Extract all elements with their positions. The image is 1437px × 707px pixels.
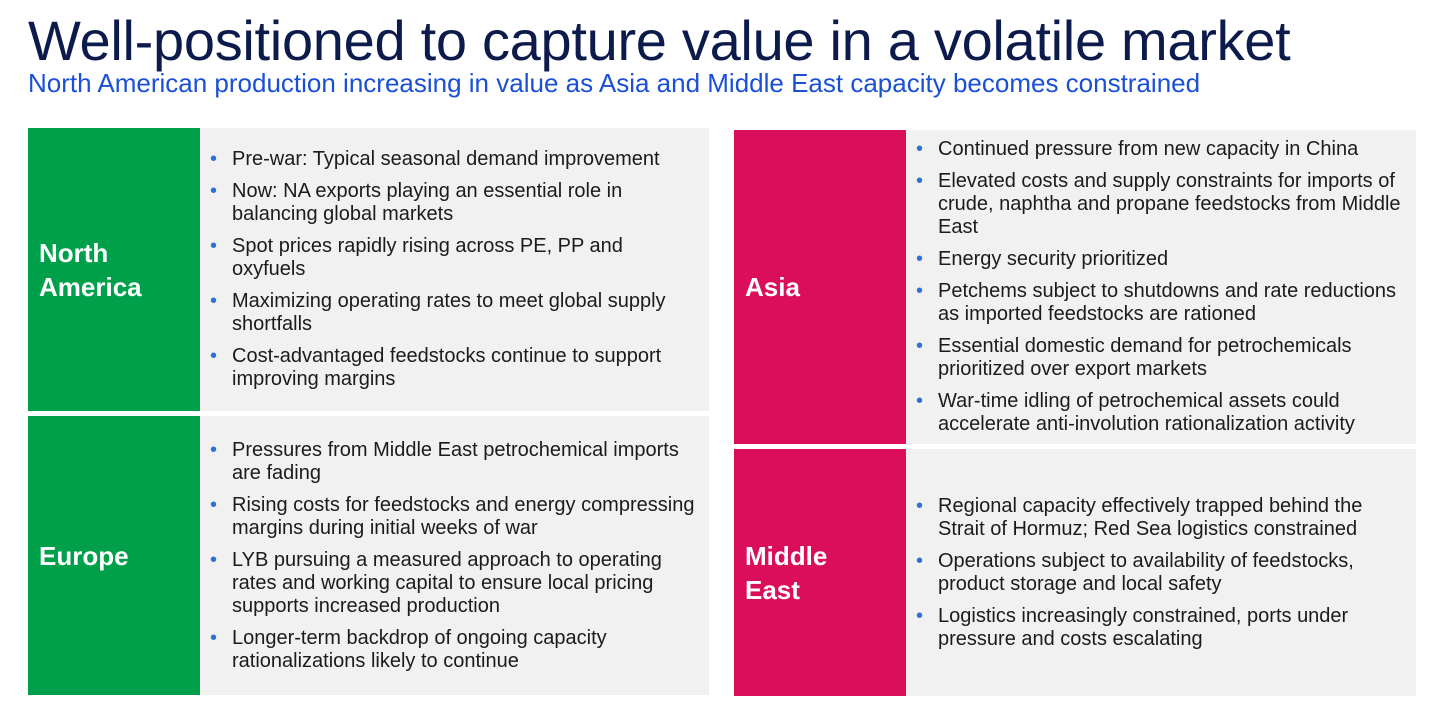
page-title: Well-positioned to capture value in a vo…: [28, 9, 1291, 72]
bullet-item: Operations subject to availability of fe…: [906, 550, 1408, 596]
page-subtitle: North American production increasing in …: [28, 68, 1201, 98]
panel-asia: Asia Continued pressure from new capacit…: [734, 130, 1416, 444]
region-label-north-america: North America: [28, 128, 200, 411]
bullet-item: Rising costs for feedstocks and energy c…: [200, 494, 701, 540]
region-name: North America: [39, 237, 142, 302]
bullet-item: Maximizing operating rates to meet globa…: [200, 290, 701, 336]
panel-north-america: North America Pre-war: Typical seasonal …: [28, 128, 709, 411]
bullet-item: Longer-term backdrop of ongoing capacity…: [200, 627, 701, 673]
bullet-item: Essential domestic demand for petrochemi…: [906, 335, 1408, 381]
region-label-europe: Europe: [28, 416, 200, 695]
bullet-item: Petchems subject to shutdowns and rate r…: [906, 280, 1408, 326]
bullet-item: Regional capacity effectively trapped be…: [906, 495, 1408, 541]
region-name: Europe: [39, 540, 129, 571]
region-label-middle-east: Middle East: [734, 449, 906, 696]
bullet-item: Logistics increasingly constrained, port…: [906, 605, 1408, 651]
bullet-list-asia: Continued pressure from new capacity in …: [906, 130, 1416, 444]
bullet-item: Spot prices rapidly rising across PE, PP…: [200, 235, 701, 281]
bullet-item: Pressures from Middle East petrochemical…: [200, 439, 701, 485]
region-name: Middle East: [745, 540, 828, 605]
bullet-item: War-time idling of petrochemical assets …: [906, 390, 1408, 436]
bullet-item: Pre-war: Typical seasonal demand improve…: [200, 148, 701, 171]
bullet-list-europe: Pressures from Middle East petrochemical…: [200, 416, 709, 695]
bullet-item: Elevated costs and supply constraints fo…: [906, 170, 1408, 239]
bullet-item: Energy security prioritized: [906, 248, 1408, 271]
region-name: Asia: [745, 272, 800, 302]
bullet-item: Now: NA exports playing an essential rol…: [200, 180, 701, 226]
panel-middle-east: Middle East Regional capacity effectivel…: [734, 449, 1416, 696]
region-label-asia: Asia: [734, 130, 906, 444]
bullet-list-north-america: Pre-war: Typical seasonal demand improve…: [200, 128, 709, 411]
bullet-item: Continued pressure from new capacity in …: [906, 138, 1408, 161]
bullet-item: Cost-advantaged feedstocks continue to s…: [200, 345, 701, 391]
bullet-item: LYB pursuing a measured approach to oper…: [200, 549, 701, 618]
bullet-list-middle-east: Regional capacity effectively trapped be…: [906, 449, 1416, 696]
panel-europe: Europe Pressures from Middle East petroc…: [28, 416, 709, 695]
